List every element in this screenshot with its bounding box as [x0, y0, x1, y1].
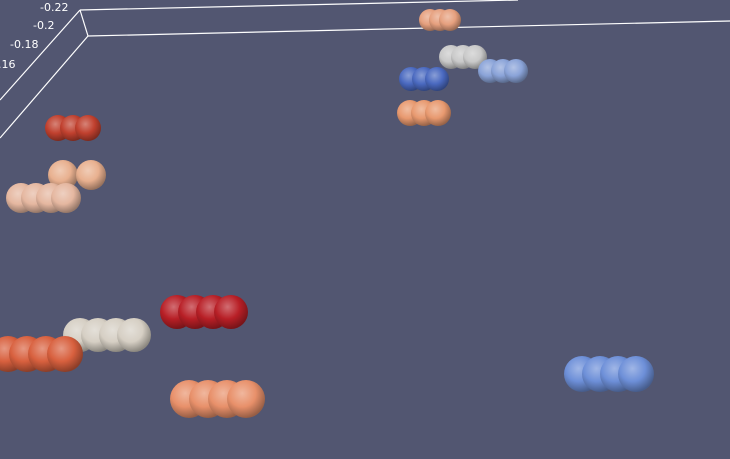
- tick-label: -0.2: [33, 19, 54, 32]
- molecule-mol-3[interactable]: [478, 59, 528, 83]
- molecule-mol-13[interactable]: [564, 356, 654, 392]
- molecule-mol-7[interactable]: [48, 160, 106, 190]
- molecule-mol-4[interactable]: [399, 67, 449, 91]
- bead: [227, 380, 265, 418]
- molecule-mol-5[interactable]: [397, 100, 451, 126]
- bead: [47, 336, 83, 372]
- molecule-mol-8[interactable]: [6, 183, 81, 213]
- bead: [425, 67, 449, 91]
- axis-line-corner: [79, 9, 89, 37]
- molecule-mol-9[interactable]: [160, 295, 248, 329]
- bead: [75, 115, 101, 141]
- molecule-mol-12[interactable]: [170, 380, 265, 418]
- molecule-mol-1[interactable]: [419, 9, 461, 31]
- axis-box: [0, 0, 730, 139]
- bead: [214, 295, 248, 329]
- axis-line-front: [87, 20, 730, 37]
- molecules[interactable]: [0, 9, 654, 418]
- bead: [48, 160, 78, 190]
- bead: [76, 160, 106, 190]
- bead: [618, 356, 654, 392]
- axis-ticks: -0.22 -0.2 -0.18 .16: [0, 1, 68, 71]
- tick-label: -0.18: [10, 38, 38, 51]
- bead: [439, 9, 461, 31]
- bead: [425, 100, 451, 126]
- bead: [117, 318, 151, 352]
- axis-line-depth-lower: [0, 35, 89, 139]
- bead: [51, 183, 81, 213]
- tick-label: -0.22: [40, 1, 68, 14]
- molecule-mol-10[interactable]: [63, 318, 151, 352]
- molecule-mol-2[interactable]: [439, 45, 487, 69]
- axis-line-top: [79, 0, 519, 11]
- tick-label: .16: [0, 58, 16, 71]
- bead: [463, 45, 487, 69]
- axis-line-depth-upper: [0, 9, 81, 101]
- bead: [504, 59, 528, 83]
- molecule-mol-11[interactable]: [0, 336, 83, 372]
- molecule-mol-6[interactable]: [45, 115, 101, 141]
